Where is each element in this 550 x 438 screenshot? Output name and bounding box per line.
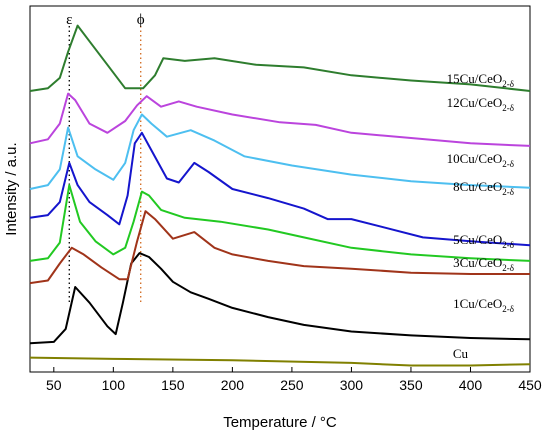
series-line: [29, 24, 531, 92]
curve-label: Cu: [453, 346, 469, 361]
series-lines: [29, 24, 531, 367]
curve-label: 10Cu/CeO2-δ: [447, 151, 514, 169]
x-tick-label: 100: [102, 377, 126, 393]
x-tick-label: 400: [459, 377, 483, 393]
curve-labels: 15Cu/CeO2-δ 12Cu/CeO2-δ 10Cu/CeO2-δ 8Cu/CeO…: [447, 71, 514, 361]
series-line: [29, 210, 530, 285]
curve-label: 15Cu/CeO2-δ: [447, 71, 514, 89]
curve-label: 5Cu/CeO2-δ: [453, 232, 514, 250]
x-axis-title: Temperature / °C: [223, 414, 337, 431]
series-line: [29, 184, 531, 262]
curve-label: 12Cu/CeO2-δ: [447, 95, 514, 113]
series-line: [29, 356, 531, 367]
marker-label: ε: [66, 12, 72, 28]
curve-label: 3Cu/CeO2-δ: [453, 255, 514, 273]
x-tick-label: 50: [46, 377, 62, 393]
series-line: [29, 92, 531, 147]
x-tick-label: 250: [280, 377, 304, 393]
x-tick-label: 350: [399, 377, 423, 393]
x-tick-label: 150: [161, 377, 185, 393]
series-line: [29, 131, 531, 247]
curve-label: 8Cu/CeO2-δ: [453, 179, 514, 197]
x-tick-label: 300: [340, 377, 364, 393]
y-axis-title: Intensity / a.u.: [3, 142, 20, 235]
x-tick-label: 200: [221, 377, 245, 393]
series-line: [29, 113, 531, 190]
curve-label: 1Cu/CeO2-δ: [453, 296, 514, 314]
x-axis-ticks: 50 100 150 200 250 300 350 400 450: [46, 367, 542, 393]
marker-label: ϕ: [137, 12, 145, 28]
x-tick-label: 450: [518, 377, 542, 393]
series-line: [29, 252, 531, 345]
